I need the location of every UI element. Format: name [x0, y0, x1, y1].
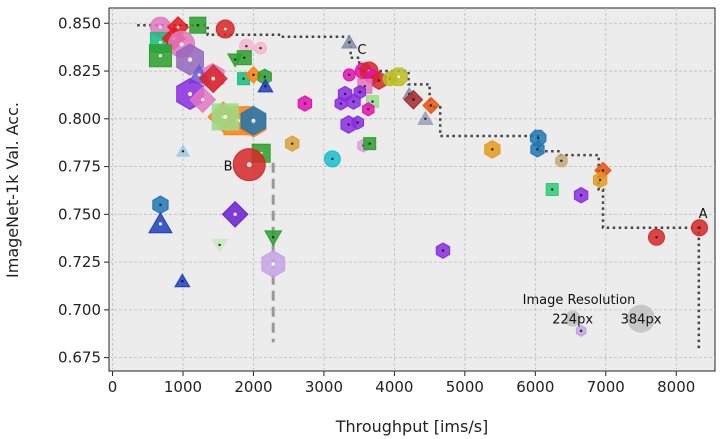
data-point-center — [371, 100, 374, 103]
data-point-center — [233, 58, 237, 61]
data-point-center — [551, 188, 554, 191]
data-point-center — [356, 121, 359, 124]
data-point-center — [158, 222, 163, 226]
data-point-center — [412, 98, 415, 101]
data-point-center — [245, 45, 248, 48]
data-point-center — [560, 159, 563, 163]
data-point-center — [243, 56, 246, 59]
data-point-center — [159, 203, 162, 206]
annotations: A B C — [224, 43, 708, 222]
data-point-center — [201, 98, 205, 102]
data-point-center — [179, 42, 184, 47]
data-point-center — [352, 100, 355, 103]
x-tick-label: 0 — [108, 378, 118, 396]
data-point-center — [291, 142, 294, 145]
data-point-center — [363, 85, 366, 88]
data-point-center — [259, 46, 262, 50]
data-point-center — [187, 57, 193, 62]
x-tick-label: 4000 — [375, 378, 413, 396]
data-point-center — [347, 123, 350, 126]
data-point-center — [271, 262, 275, 266]
y-axis-ticks: 0.675 0.700 0.725 0.750 0.775 0.800 0.825 0.850 — [58, 14, 109, 367]
data-point-center — [491, 148, 494, 151]
data-point-center — [251, 118, 256, 123]
legend-label: 224px — [552, 313, 593, 328]
data-point-center — [158, 40, 162, 44]
grid-lines — [109, 8, 715, 371]
data-point-center — [246, 162, 252, 168]
y-axis-label: ImageNet-1k Val. Acc. — [3, 102, 22, 278]
x-tick-label: 1000 — [164, 378, 202, 396]
data-point-center — [223, 27, 227, 31]
x-tick-label: 3000 — [305, 378, 343, 396]
data-point-center — [536, 148, 539, 151]
x-tick-label: 5000 — [446, 378, 484, 396]
x-tick-label: 2000 — [234, 378, 272, 396]
annotation-c: C — [357, 43, 366, 58]
data-point-center — [303, 102, 307, 105]
legend-label: 384px — [621, 313, 662, 328]
data-point-center — [536, 136, 540, 140]
data-point-center — [579, 329, 583, 333]
data-point-center — [176, 25, 180, 29]
y-tick-label: 0.725 — [58, 253, 101, 271]
data-point-center — [441, 249, 445, 252]
x-tick-label: 7000 — [587, 378, 625, 396]
data-point-center — [377, 79, 381, 82]
y-tick-label: 0.800 — [58, 110, 101, 128]
data-point-center — [348, 73, 351, 77]
data-point-center — [233, 212, 237, 216]
data-point-center — [181, 150, 185, 153]
y-tick-label: 0.700 — [58, 301, 101, 319]
data-point-center — [158, 54, 163, 58]
data-point-center — [343, 92, 347, 96]
data-point-center — [242, 77, 245, 80]
data-point-center — [211, 76, 216, 81]
data-point-center — [339, 102, 343, 105]
data-point-center — [367, 108, 370, 111]
y-tick-label: 0.850 — [58, 14, 101, 32]
data-point-center — [187, 91, 193, 97]
data-point-center — [598, 178, 602, 182]
x-tick-label: 8000 — [657, 378, 695, 396]
data-points — [148, 16, 708, 337]
data-point-center — [264, 85, 267, 88]
data-point-center — [579, 194, 583, 197]
legend-marker — [627, 304, 656, 333]
data-point-center — [601, 169, 605, 172]
data-point-center — [218, 243, 221, 247]
data-point-center — [158, 25, 162, 29]
data-point-center — [197, 73, 201, 77]
x-tick-label: 6000 — [516, 378, 554, 396]
data-point-center — [429, 104, 433, 107]
data-point-center — [368, 142, 371, 145]
y-tick-label: 0.775 — [58, 158, 101, 176]
y-tick-label: 0.750 — [58, 205, 101, 223]
legend-marker — [564, 310, 581, 327]
legend-title: Image Resolution — [523, 293, 636, 308]
data-point-center — [263, 75, 266, 78]
y-tick-label: 0.675 — [58, 349, 101, 367]
data-point-center — [271, 236, 275, 239]
data-point-center — [252, 73, 255, 77]
y-tick-label: 0.825 — [58, 62, 101, 80]
data-point-center — [655, 236, 658, 239]
data-point-center — [348, 41, 351, 44]
annotation-b: B — [224, 159, 233, 174]
data-point-center — [358, 90, 362, 94]
annotation-a: A — [699, 207, 708, 222]
resolution-legend: Image Resolution 224px 384px — [523, 293, 662, 333]
data-point-center — [181, 280, 184, 283]
x-axis-label: Throughput [ims/s] — [335, 417, 489, 436]
data-point-center — [223, 114, 228, 119]
data-point-center — [397, 75, 400, 79]
data-point-center — [331, 157, 334, 161]
data-point-center — [698, 226, 701, 229]
x-axis-ticks: 0 1000 2000 3000 4000 5000 6000 7000 8000 — [108, 371, 695, 396]
data-point-center — [196, 23, 199, 27]
data-point-center — [424, 117, 427, 121]
